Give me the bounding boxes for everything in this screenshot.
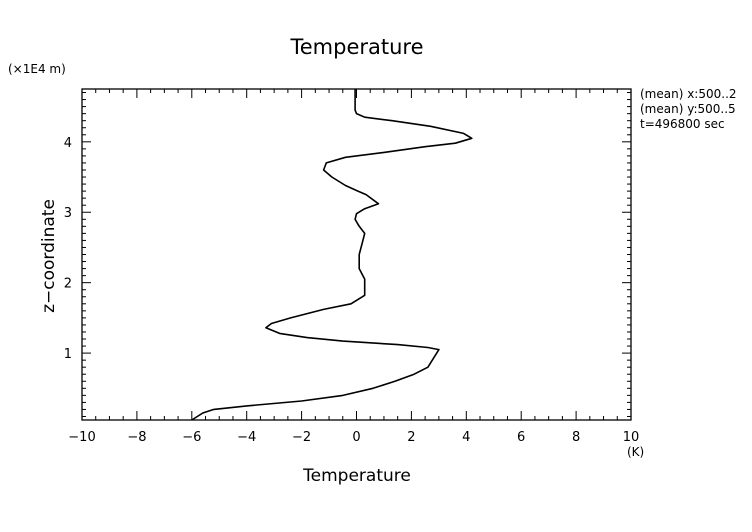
axis-ticks (81, 89, 632, 420)
plot-frame (81, 88, 632, 421)
x-tick-labels: −10 −8 −6 −4 −2 0 2 4 6 8 10 (68, 430, 639, 445)
y-tick-label: 3 (64, 206, 72, 221)
y-tick-labels: 1 2 3 4 (64, 136, 72, 362)
y-tick-label: 1 (64, 347, 72, 362)
annotation-time: t=496800 sec (640, 117, 725, 131)
x-tick-label: 6 (517, 430, 525, 445)
y-axis-unit-label: (×1E4 m) (8, 62, 66, 76)
x-tick-label: 8 (572, 430, 580, 445)
annotation-mean-y: (mean) y:500..5 (640, 102, 736, 116)
x-tick-label: −10 (68, 430, 95, 445)
y-axis-label: z−coordinate (39, 199, 59, 313)
x-tick-label: −6 (182, 430, 201, 445)
x-tick-label: 0 (352, 430, 360, 445)
x-tick-label: −4 (237, 430, 256, 445)
annotation-mean-x: (mean) x:500..2 (640, 87, 737, 101)
chart-title: Temperature (289, 35, 423, 59)
temperature-profile-line (191, 89, 473, 421)
x-tick-label: 2 (407, 430, 415, 445)
y-tick-label: 4 (64, 136, 72, 151)
x-tick-label: 10 (623, 430, 640, 445)
x-tick-label: −2 (292, 430, 311, 445)
x-axis-unit-label: (K) (627, 445, 644, 459)
x-tick-label: −8 (127, 430, 146, 445)
x-tick-label: 4 (462, 430, 470, 445)
annotation-block: (mean) x:500..2 (mean) y:500..5 t=496800… (640, 87, 737, 131)
y-tick-label: 2 (64, 277, 72, 292)
x-axis-label: Temperature (302, 466, 411, 486)
